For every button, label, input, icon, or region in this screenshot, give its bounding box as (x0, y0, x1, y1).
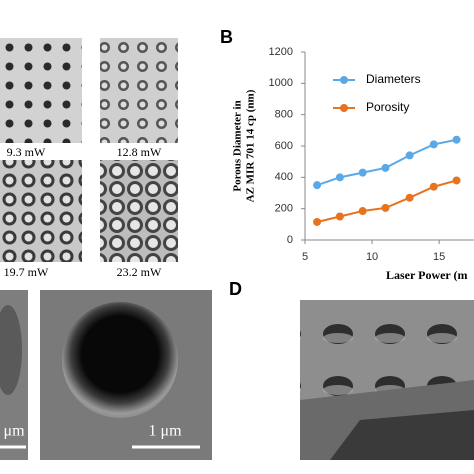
point (313, 181, 322, 190)
y-tick-label: 600 (275, 140, 293, 152)
point (381, 203, 390, 212)
y-tick-label: 400 (275, 171, 293, 183)
image (0, 160, 82, 262)
image (0, 38, 82, 143)
legend-label: Diameters (366, 72, 421, 86)
image-label: 9.3 mW (7, 145, 46, 159)
scale-bar-label: 1 μm (148, 423, 182, 440)
y-tick-label: 200 (275, 203, 293, 215)
image (100, 38, 178, 143)
y-tick-label: 1000 (269, 77, 293, 89)
legend-marker (340, 104, 348, 112)
scale-bar-label: μm (3, 423, 25, 440)
y-axis-label: AZ MIR 701 14 cp (nm) (245, 89, 257, 202)
image-label: 23.2 mW (117, 265, 162, 279)
panel-label: B (220, 27, 233, 47)
legend-label: Porosity (366, 100, 409, 114)
x-tick-label: 5 (302, 251, 308, 263)
point (429, 182, 438, 191)
point (358, 207, 367, 216)
y-tick-label: 0 (287, 234, 293, 246)
y-axis-label: Porous Diameter in (232, 100, 244, 191)
point (313, 217, 322, 226)
y-tick-label: 800 (275, 109, 293, 121)
point (358, 168, 367, 177)
image (330, 410, 474, 460)
point (452, 135, 461, 144)
x-tick-label: 10 (366, 251, 378, 263)
point (452, 176, 461, 185)
point (405, 151, 414, 160)
image (100, 160, 178, 262)
y-tick-label: 1200 (269, 46, 293, 58)
point (335, 173, 344, 182)
x-axis-label: Laser Power (m (386, 268, 468, 282)
x-tick-label: 15 (433, 251, 445, 263)
point (429, 140, 438, 149)
image-label: 19.7 mW (4, 265, 49, 279)
chart: B 0 200 400 600 800 1000 1200 5 10 15 Porous Diamet… (220, 27, 474, 282)
image-label: 12.8 mW (117, 145, 162, 159)
panel-label: D (229, 279, 242, 299)
point (381, 163, 390, 172)
point (335, 212, 344, 221)
image (62, 302, 178, 418)
point (405, 193, 414, 202)
legend-marker (340, 76, 348, 84)
image (0, 305, 22, 395)
